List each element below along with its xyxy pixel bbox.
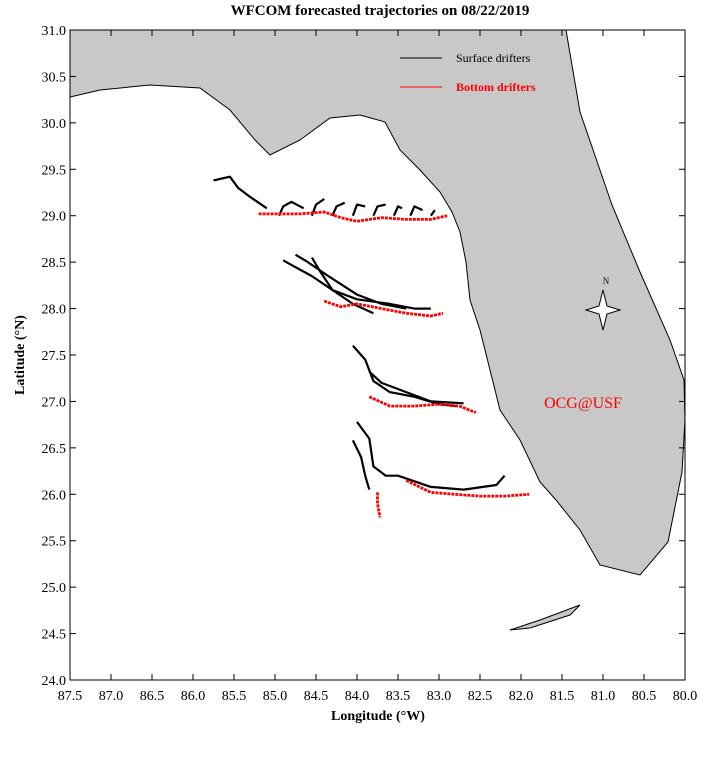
x-tick-label: 84.0 [345, 689, 370, 704]
x-tick-label: 85.0 [263, 689, 288, 704]
x-tick-label: 82.5 [468, 689, 493, 704]
trajectory [213, 175, 506, 491]
x-tick-label: 85.5 [222, 689, 247, 704]
annotation: OCG@USF [544, 395, 622, 412]
y-tick-label: 31.0 [42, 24, 67, 39]
y-tick-label: 30.5 [42, 70, 67, 85]
y-tick-label: 29.0 [42, 210, 67, 225]
x-tick-label: 82.0 [509, 689, 534, 704]
x-tick-label: 87.0 [99, 689, 124, 704]
y-tick-label: 24.0 [42, 674, 67, 689]
y-tick-label: 25.0 [42, 581, 67, 596]
y-axis-label: Latitude (°N) [13, 315, 28, 395]
y-tick-label: 28.5 [42, 256, 67, 271]
x-axis-label: Longitude (°W) [331, 709, 425, 724]
y-tick-label: 29.5 [42, 163, 67, 178]
y-tick-label: 25.5 [42, 535, 67, 550]
x-tick-label: 81.0 [591, 689, 616, 704]
x-tick-label: 83.0 [427, 689, 452, 704]
y-tick-label: 27.0 [42, 395, 67, 410]
y-tick-label: 27.5 [42, 349, 67, 364]
land [70, 30, 685, 576]
x-tick-label: 86.0 [181, 689, 206, 704]
keys [509, 604, 581, 631]
compass: N [584, 276, 622, 331]
legend-label: Bottom drifters [456, 80, 536, 94]
y-tick-label: 26.0 [42, 488, 67, 503]
y-tick-label: 30.0 [42, 117, 67, 132]
x-tick-label: 80.0 [673, 689, 698, 704]
chart-title: WFCOM forecasted trajectories on 08/22/2… [231, 3, 530, 19]
x-tick-label: 84.5 [304, 689, 329, 704]
legend-label: Surface drifters [456, 51, 531, 65]
legend: Surface drifters Bottom drifters [400, 51, 536, 94]
x-tick-label: 81.5 [550, 689, 575, 704]
compass-rose [584, 289, 622, 331]
y-tick-label: 24.5 [42, 628, 67, 643]
y-tick-label: 26.5 [42, 442, 67, 457]
compass-label: N [603, 276, 610, 286]
x-tick-label: 87.5 [58, 689, 83, 704]
y-tick-label: 28.0 [42, 303, 67, 318]
x-tick-label: 80.5 [632, 689, 657, 704]
x-tick-label: 86.5 [140, 689, 165, 704]
x-tick-label: 83.5 [386, 689, 411, 704]
